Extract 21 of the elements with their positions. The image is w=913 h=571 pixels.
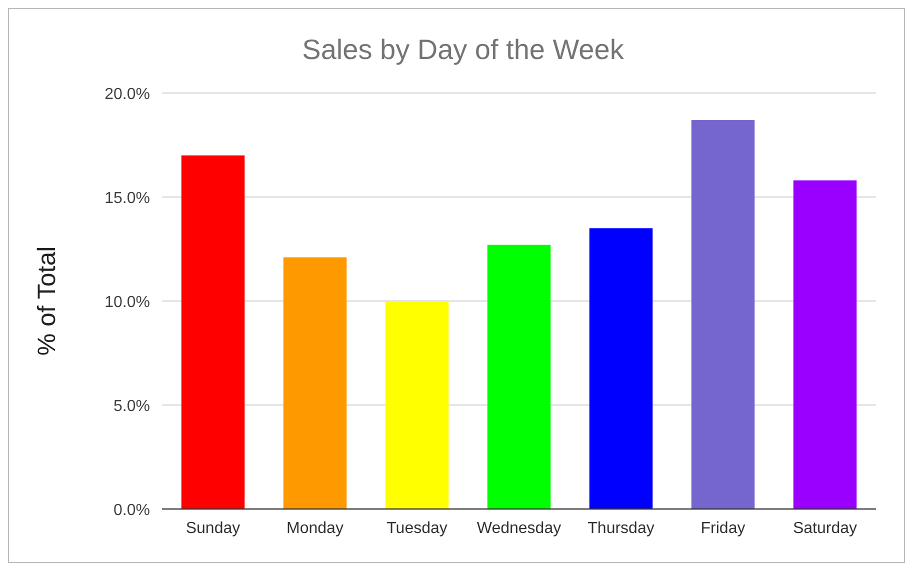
bar [487, 244, 551, 509]
y-tick-label: 20.0% [104, 86, 150, 103]
bar [385, 301, 449, 509]
bar [181, 155, 245, 509]
y-tick-label: 0.0% [114, 502, 150, 519]
x-tick-label: Wednesday [476, 520, 562, 537]
chart-title: Sales by Day of the Week [302, 34, 625, 65]
y-tick-label: 5.0% [114, 398, 150, 415]
bar [589, 228, 653, 509]
x-tick-label: Sunday [186, 520, 240, 537]
bar [283, 257, 347, 509]
x-tick-label: Monday [286, 520, 344, 537]
y-axis-title: % of Total [33, 246, 61, 356]
bar [691, 120, 755, 509]
x-tick-label: Saturday [792, 520, 858, 537]
bar [793, 180, 857, 509]
x-tick-label: Tuesday [386, 520, 448, 537]
x-tick-label: Thursday [588, 520, 654, 537]
y-tick-label: 10.0% [104, 294, 150, 311]
y-tick-label: 15.0% [104, 190, 150, 207]
x-tick-label: Friday [700, 520, 746, 537]
